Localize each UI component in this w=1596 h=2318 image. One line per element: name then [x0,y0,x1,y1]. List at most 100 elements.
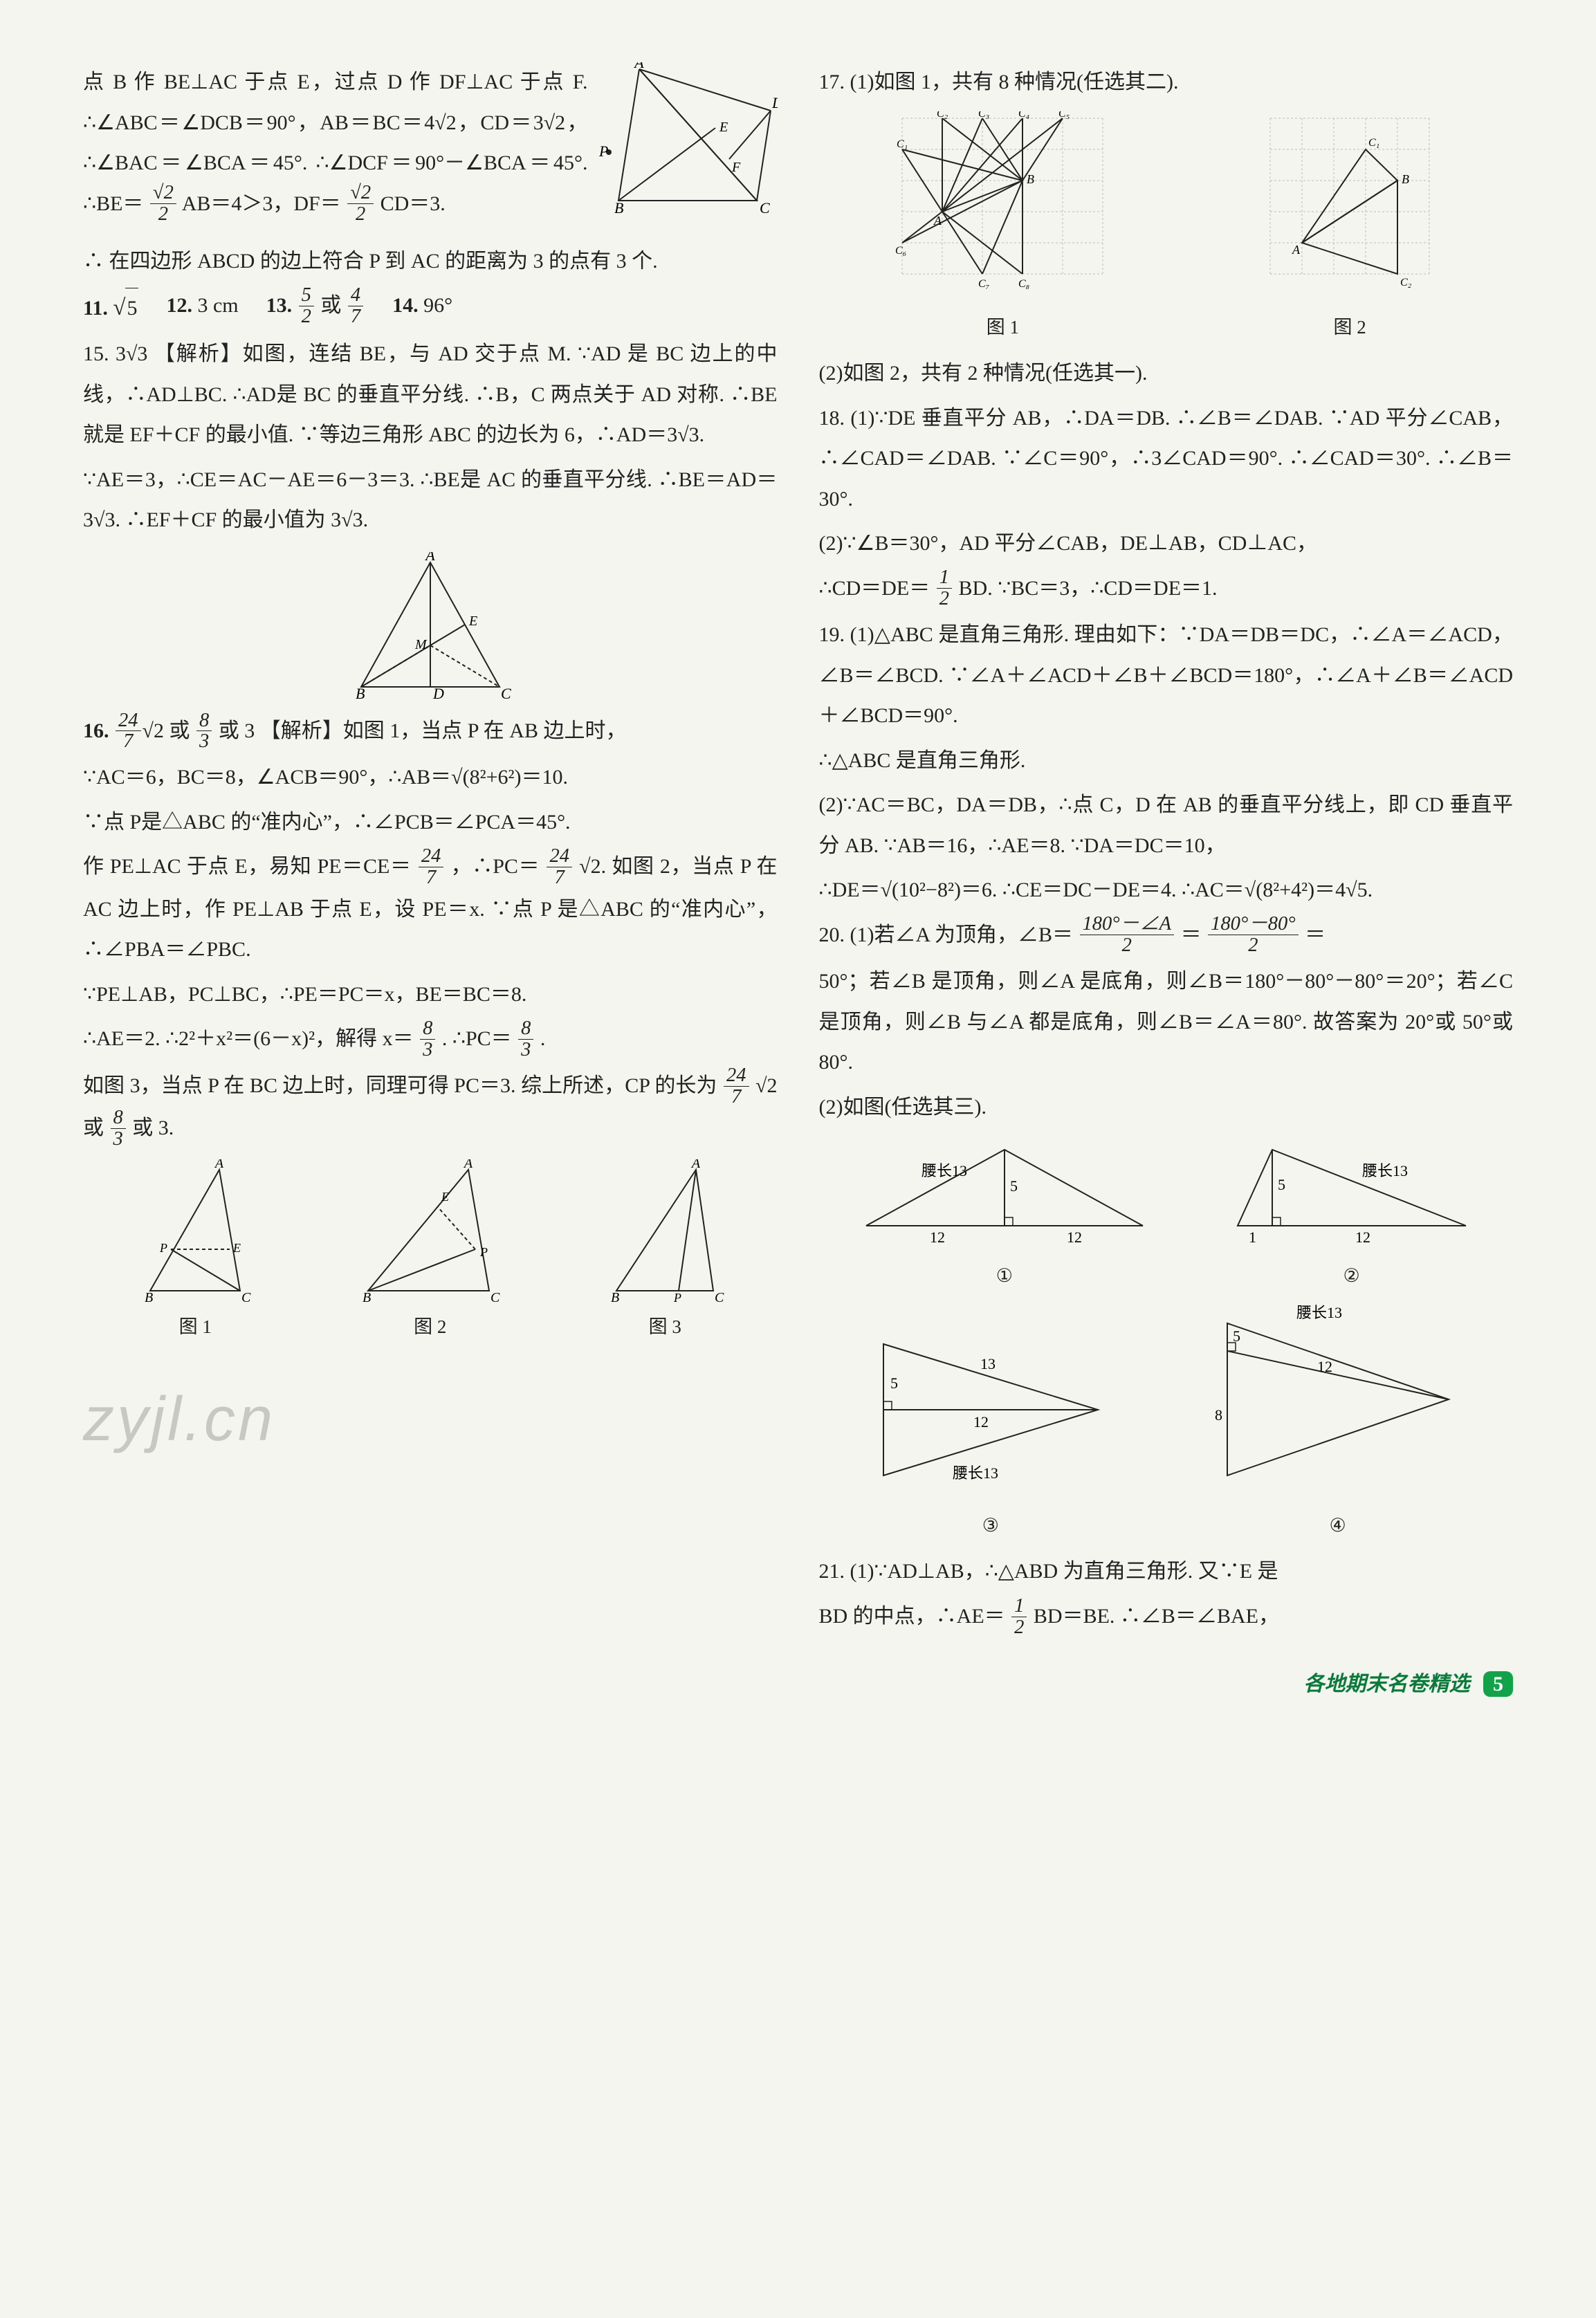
svg-text:C₇: C₇ [978,278,990,290]
label-A: A [633,62,644,71]
svg-text:P: P [159,1241,167,1255]
footer-title: 各地期末名卷精选 [1304,1673,1470,1695]
q16-line5: ∵PE⊥AB，PC⊥BC，∴PE＝PC＝x，BE＝BC＝8. [83,975,778,1015]
svg-text:C: C [241,1290,251,1305]
svg-text:A: A [690,1159,701,1171]
label-D: D [771,94,778,111]
svg-text:13: 13 [980,1355,996,1372]
answers-11-14: 11. 5 12. 3 cm 13. 52 或 47 14. 96° [83,286,778,330]
q18-c: ∴CD＝DE＝ 12 BD. ∵BC＝3，∴CD＝DE＝1. [819,569,1514,611]
svg-text:A: A [214,1159,224,1171]
q18-b: (2)∵∠B＝30°，AD 平分∠CAB，DE⊥AB，CD⊥AC， [819,524,1514,564]
label-C: C [760,199,770,217]
label-E: E [719,120,728,135]
q20-b: 50°；若∠B 是顶角，则∠A 是底角，则∠B＝180°－80°－80°＝20°… [819,962,1514,1083]
svg-text:E: E [468,614,477,629]
q10-conclusion: ∴ 在四边形 ABCD 的边上符合 P 到 AC 的距离为 3 的点有 3 个. [83,241,778,282]
figure-q17: A B C₁ C₂ C₃ C₄ C₅ C₆ C₇ C₈ 图 1 [819,111,1514,346]
svg-text:B: B [363,1290,371,1305]
q16-line6: ∴AE＝2. ∴2²＋x²＝(6－x)²，解得 x＝ 83 . ∴PC＝ 83 … [83,1019,778,1062]
svg-text:C₂: C₂ [937,111,948,120]
svg-text:8: 8 [1215,1406,1222,1424]
fig20-c3: ③ [982,1507,999,1544]
svg-text:12: 12 [1355,1229,1370,1246]
q10-part2: AB＝4＞3，DF＝ [182,192,341,215]
q19-c: (2)∵AC＝BC，DA＝DB，∴点 C，D 在 AB 的垂直平分线上，即 CD… [819,785,1514,866]
svg-text:B: B [1027,172,1034,186]
figure-q10: A B C D E F P [598,62,778,236]
q16-line7: 如图 3，当点 P 在 BC 边上时，同理可得 PC＝3. 综上所述，CP 的长… [83,1066,778,1151]
svg-text:1: 1 [1249,1229,1256,1246]
svg-text:P: P [479,1245,488,1259]
svg-text:C₈: C₈ [1018,278,1029,290]
figure-q15: A B C D E M [83,552,778,704]
q16-line4: 作 PE⊥AC 于点 E，易知 PE＝CE＝ 247 ，∴PC＝ 247 √2.… [83,847,778,971]
svg-text:12: 12 [973,1413,989,1431]
svg-text:A: A [424,552,435,564]
svg-text:5: 5 [1278,1176,1285,1193]
q19-d: ∴DE＝√(10²−8²)＝6. ∴CE＝DC－DE＝4. ∴AC＝√(8²+4… [819,870,1514,911]
q17-b: (2)如图 2，共有 2 种情况(任选其一). [819,353,1514,394]
svg-text:C₄: C₄ [1018,111,1029,120]
fig20-c4: ④ [1330,1507,1346,1544]
q15-text-a: 15. 3√3 【解析】如图，连结 BE，与 AD 交于点 M. ∵AD 是 B… [83,334,778,456]
label-P: P [598,142,608,160]
svg-text:腰长13: 腰长13 [1362,1162,1408,1179]
q10-part3: CD＝3. [380,192,446,215]
fig17-label-1: 图 1 [987,309,1019,346]
svg-text:E: E [441,1190,449,1204]
fig-label-2: 图 2 [414,1309,446,1345]
fig-label-1: 图 1 [179,1309,212,1345]
q16-line2: ∵AC＝6，BC＝8，∠ACB＝90°，∴AB＝√(8²+6²)＝10. [83,757,778,798]
q18-a: 18. (1)∵DE 垂直平分 AB，∴DA＝DB. ∴∠B＝∠DAB. ∵AD… [819,398,1514,520]
svg-text:C: C [490,1290,500,1305]
q21-a: 21. (1)∵AD⊥AB，∴△ABD 为直角三角形. 又∵E 是 [819,1552,1514,1592]
q15-text-b: ∵AE＝3，∴CE＝AC－AE＝6－3＝3. ∴BE是 AC 的垂直平分线. ∴… [83,460,778,541]
q19-b: ∴△ABC 是直角三角形. [819,741,1514,782]
svg-text:5: 5 [890,1374,898,1392]
page-number: 5 [1483,1671,1513,1697]
fig-label-3: 图 3 [649,1309,681,1345]
svg-text:A: A [1292,243,1301,257]
svg-text:A: A [463,1159,473,1171]
figure-q20-row2: 5 13 12 腰长13 ③ 腰长13 5 12 8 ④ [819,1303,1514,1544]
svg-text:B: B [1402,172,1409,186]
q19-a: 19. (1)△ABC 是直角三角形. 理由如下：∵DA＝DB＝DC，∴∠A＝∠… [819,615,1514,737]
figure-q20-row1: 腰长13 5 12 12 ① 5 腰长13 1 12 ② [819,1136,1514,1294]
fig20-c1: ① [996,1258,1013,1294]
q16-line3: ∵点 P是△ABC 的“准内心”，∴∠PCB＝∠PCA＝45°. [83,802,778,843]
svg-text:B: B [356,685,365,702]
q17-a: 17. (1)如图 1，共有 8 种情况(任选其二). [819,62,1514,103]
right-column: 17. (1)如图 1，共有 8 种情况(任选其二). [819,62,1514,1644]
svg-text:C₃: C₃ [978,111,989,120]
svg-text:E: E [232,1241,241,1255]
svg-text:C₂: C₂ [1400,277,1412,288]
svg-text:M: M [414,637,428,652]
svg-text:B: B [145,1290,153,1305]
svg-text:C₁: C₁ [897,138,908,150]
svg-text:腰长13: 腰长13 [1296,1304,1342,1321]
page: A B C D E F P 点 B 作 BE⊥AC 于点 E，过点 D 作 DF… [83,62,1513,1644]
svg-text:P: P [673,1291,681,1305]
svg-text:C: C [501,685,511,702]
svg-text:D: D [432,685,444,702]
svg-text:C₅: C₅ [1058,111,1070,120]
q16-line1: 16. 247√2 或 83 或 3 【解析】如图 1，当点 P 在 AB 边上… [83,711,778,754]
watermark: zyjl.cn [83,1359,778,1481]
svg-text:C₆: C₆ [895,245,906,257]
svg-text:C: C [715,1290,724,1305]
q21-b: BD 的中点，∴AE＝ 12 BD＝BE. ∴∠B＝∠BAE， [819,1597,1514,1639]
svg-text:12: 12 [1317,1358,1332,1375]
left-column: A B C D E F P 点 B 作 BE⊥AC 于点 E，过点 D 作 DF… [83,62,778,1644]
svg-text:5: 5 [1233,1327,1240,1345]
svg-text:12: 12 [1067,1229,1082,1246]
label-F: F [731,160,741,175]
svg-text:腰长13: 腰长13 [921,1162,967,1179]
label-B: B [614,199,623,217]
page-footer: 各地期末名卷精选 5 [83,1664,1513,1705]
figure-q16-row: A B C P E 图 1 A B C E P [83,1159,778,1345]
svg-text:A: A [933,214,942,228]
fig20-c2: ② [1343,1258,1360,1294]
fig17-label-2: 图 2 [1334,309,1366,346]
svg-text:C₁: C₁ [1368,137,1379,149]
